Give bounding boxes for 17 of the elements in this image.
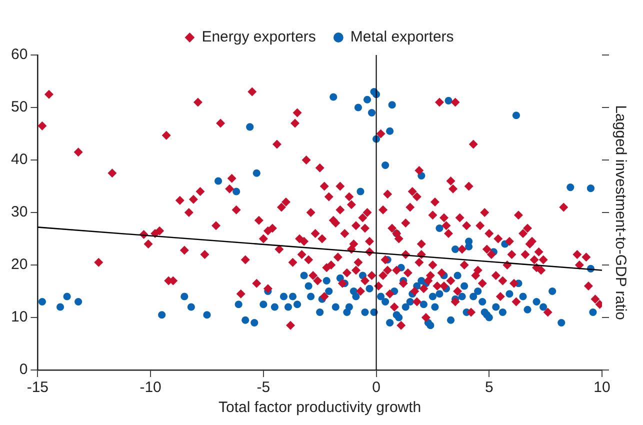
y-tick-label: 40 — [10, 151, 28, 168]
y-tick-label: 60 — [10, 46, 28, 64]
y-tick-label: 10 — [10, 308, 28, 326]
x-tick-label: -10 — [140, 379, 162, 396]
legend-label: Metal exporters — [350, 28, 454, 46]
x-tick-label: -15 — [26, 379, 49, 396]
y-tick-label: 20 — [10, 256, 28, 274]
legend-label: Energy exporters — [202, 28, 316, 46]
x-tick-label: 5 — [484, 379, 494, 396]
x-tick-label: 10 — [594, 379, 610, 396]
y-tick-label: 50 — [10, 98, 28, 116]
x-tick-label: 0 — [372, 379, 380, 396]
x-axis-title: Total factor productivity growth — [218, 399, 422, 416]
y-tick-label: 0 — [19, 361, 28, 378]
x-tick-label: -5 — [256, 379, 270, 396]
y-tick-label: 30 — [10, 204, 28, 221]
y-axis-title: Lagged investment-to-GDP ratio — [612, 105, 629, 320]
